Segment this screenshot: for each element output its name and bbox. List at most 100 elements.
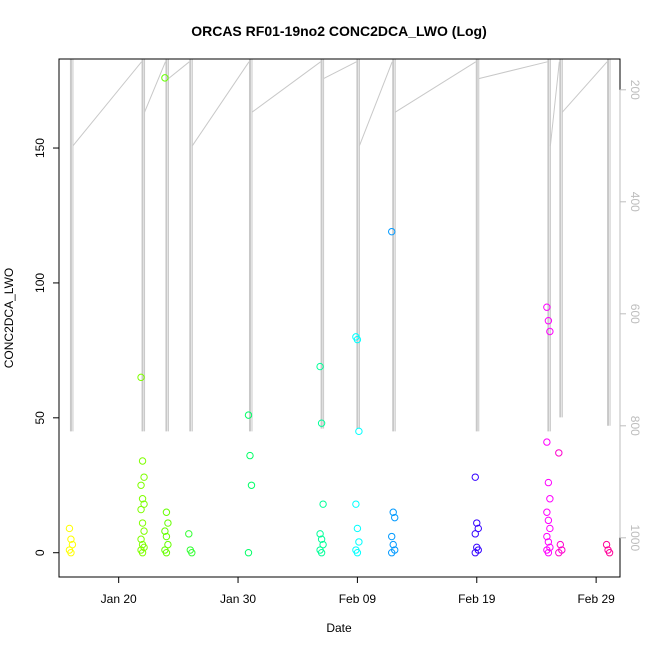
data-point xyxy=(352,500,360,508)
data-point xyxy=(137,535,145,543)
data-point xyxy=(543,438,551,446)
data-point xyxy=(138,457,147,465)
y-tick-label: 100 xyxy=(33,273,47,293)
y2-tick-label: 1000 xyxy=(628,524,642,551)
data-point xyxy=(161,527,169,535)
data-point xyxy=(602,540,611,549)
pressure-trace-connector xyxy=(561,61,608,113)
data-point xyxy=(162,532,171,541)
data-point xyxy=(138,495,147,503)
data-point xyxy=(389,540,397,549)
pressure-trace-connector xyxy=(191,61,250,147)
y2-tick-label: 800 xyxy=(628,416,642,436)
x-tick-label: Feb 19 xyxy=(458,592,496,606)
x-axis-label: Date xyxy=(326,621,352,635)
data-point xyxy=(319,500,327,508)
data-point xyxy=(185,530,193,538)
data-point xyxy=(544,538,553,546)
pressure-trace-connector xyxy=(144,61,166,113)
pressure-trace-connector xyxy=(72,61,142,147)
data-point xyxy=(605,549,614,557)
data-point xyxy=(471,549,479,557)
data-point xyxy=(546,327,554,336)
pressure-trace-connector xyxy=(549,61,560,146)
data-point xyxy=(67,549,75,557)
data-point xyxy=(65,524,74,533)
data-point xyxy=(353,524,362,533)
data-point xyxy=(317,419,326,427)
data-point xyxy=(543,532,551,541)
data-point xyxy=(544,516,553,525)
data-point xyxy=(138,549,147,557)
y-axis-label: CONC2DCA_LWO xyxy=(2,268,16,368)
x-tick-label: Feb 09 xyxy=(339,592,377,606)
data-point xyxy=(555,449,563,457)
data-point xyxy=(388,532,396,541)
data-point xyxy=(246,451,254,460)
data-point xyxy=(317,535,326,543)
y2-tick-label: 200 xyxy=(628,80,642,100)
data-point xyxy=(543,508,551,516)
data-point xyxy=(543,303,551,311)
data-point xyxy=(319,540,327,549)
data-point xyxy=(247,481,256,489)
data-point xyxy=(389,508,397,516)
data-point xyxy=(67,535,75,543)
pressure-traces xyxy=(69,59,611,432)
data-point xyxy=(471,473,479,481)
data-point xyxy=(137,481,145,489)
data-point xyxy=(140,527,148,535)
y-tick-label: 50 xyxy=(33,411,47,425)
data-point xyxy=(471,530,479,538)
data-point xyxy=(544,316,553,325)
x-tick-label: Jan 20 xyxy=(101,592,137,606)
data-point xyxy=(68,540,77,549)
data-point xyxy=(353,549,362,557)
y2-tick-label: 600 xyxy=(628,304,642,324)
data-point xyxy=(474,524,482,533)
chart-title: ORCAS RF01-19no2 CONC2DCA_LWO (Log) xyxy=(191,23,487,39)
data-point xyxy=(138,519,147,527)
data-point xyxy=(164,540,172,549)
data-point xyxy=(556,540,565,549)
data-point xyxy=(162,549,171,557)
y2-tick-label: 400 xyxy=(628,192,642,212)
x-tick-label: Feb 29 xyxy=(577,592,615,606)
data-point xyxy=(388,227,396,236)
data-point xyxy=(161,74,169,82)
data-point xyxy=(140,500,148,508)
x-tick-label: Jan 30 xyxy=(220,592,256,606)
data-point xyxy=(544,549,553,557)
data-point xyxy=(544,478,553,487)
data-point xyxy=(164,519,172,527)
data-point xyxy=(244,549,253,557)
data-point xyxy=(353,335,362,344)
data-point xyxy=(137,505,145,514)
data-points xyxy=(65,74,614,557)
data-point xyxy=(316,530,324,538)
pressure-trace-connector xyxy=(168,61,190,79)
y-tick-label: 0 xyxy=(33,549,47,556)
data-point xyxy=(162,508,171,516)
y-tick-label: 150 xyxy=(33,138,47,158)
data-point xyxy=(188,549,196,557)
pressure-trace-connector xyxy=(251,61,321,113)
pressure-trace-connector xyxy=(323,61,357,80)
data-point xyxy=(391,513,399,522)
data-point xyxy=(388,549,396,557)
pressure-trace-connector xyxy=(394,61,477,113)
data-point xyxy=(473,519,481,527)
y-axis: 0 50 100 150 xyxy=(33,138,60,556)
data-point xyxy=(546,495,554,503)
data-point xyxy=(355,538,363,546)
data-point xyxy=(546,524,554,533)
pressure-trace-connector xyxy=(358,61,393,146)
data-point xyxy=(555,549,563,557)
data-point xyxy=(355,427,363,436)
y2-axis: 200 400 600 800 1000 xyxy=(619,80,642,551)
pressure-trace-connector xyxy=(478,61,548,80)
x-axis: Jan 20 Jan 30 Feb 09 Feb 19 Feb 29 xyxy=(101,576,615,606)
data-point xyxy=(140,473,148,481)
data-point xyxy=(317,549,326,557)
